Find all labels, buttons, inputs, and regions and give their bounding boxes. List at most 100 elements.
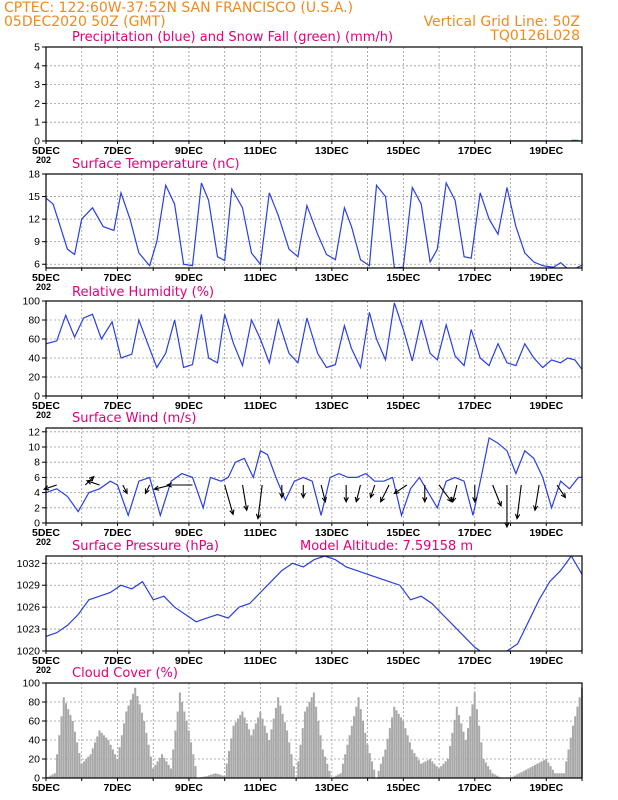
cloud-cover-bar — [109, 744, 112, 778]
cloud-cover-bar — [386, 738, 389, 778]
cloud-cover-bar — [100, 732, 103, 778]
cloud-cover-bar — [194, 766, 197, 778]
cloud-cover-bar — [464, 740, 467, 778]
cloud-cover-bar — [212, 773, 215, 778]
cloud-cover-bar — [143, 721, 146, 778]
cloud-cover-bar — [493, 774, 496, 778]
cloud-cover-bar — [96, 736, 99, 778]
cloud-cover-bar — [556, 773, 559, 778]
model-altitude: Model Altitude: 7.59158 m — [300, 539, 473, 554]
x-tick-label: 11DEC — [244, 782, 278, 794]
cloud-cover-bar — [522, 770, 525, 778]
cloud-cover-bar — [536, 763, 539, 778]
x-tick-label: 15DEC — [386, 272, 420, 284]
series-line-temperature — [46, 181, 582, 268]
cloud-cover-bar — [232, 725, 235, 778]
wind-vector-arrow — [343, 485, 349, 504]
x-tick-label: 13DEC — [315, 400, 349, 412]
panel-title: Surface Pressure (hPa) — [72, 539, 219, 554]
cloud-cover-bar — [362, 721, 365, 778]
cloud-cover-bar — [484, 762, 487, 778]
cloud-cover-bar — [478, 725, 481, 778]
y-tick-label: 1 — [34, 117, 40, 129]
cloud-cover-bar — [216, 773, 219, 778]
cloud-cover-bar — [183, 711, 186, 778]
x-tick-label: 9DEC — [175, 400, 203, 412]
panel-frame — [45, 555, 583, 652]
x-tick-label: 5DEC — [32, 655, 60, 667]
cloud-cover-bar — [129, 699, 132, 778]
panel-title: Precipitation (blue) and Snow Fall (gree… — [72, 30, 393, 45]
cloud-cover-bar — [321, 749, 324, 778]
cloud-cover-bar — [433, 763, 436, 778]
wind-vector-arrow — [166, 482, 193, 488]
cloud-cover-bar — [127, 705, 130, 778]
x-tick-label: 11DEC — [244, 272, 278, 284]
cloud-cover-bar — [230, 738, 233, 778]
cloud-cover-bar — [357, 697, 360, 778]
y-tick-label: 60 — [28, 716, 40, 728]
y-tick-label: 12 — [28, 426, 40, 438]
y-tick-label: 1023 — [17, 624, 41, 636]
cloud-cover-bar — [571, 725, 574, 778]
x-tick-label: 19DEC — [529, 145, 563, 157]
cloud-cover-bar — [268, 740, 271, 778]
wind-vector-arrow — [255, 484, 263, 520]
cloud-cover-bar — [248, 729, 251, 778]
cloud-cover-bar — [154, 764, 157, 778]
cloud-cover-bar — [107, 740, 110, 778]
y-tick-label: 80 — [28, 315, 40, 327]
cloud-cover-bar — [440, 766, 443, 778]
year-label-fragment: 202 — [36, 155, 51, 165]
cloud-cover-bar — [243, 717, 246, 778]
cloud-cover-bar — [317, 721, 320, 778]
cloud-cover-bar — [529, 767, 532, 778]
cloud-cover-bar — [460, 723, 463, 778]
panel-precip: 0 1 2 3 4 5 5DEC 7DEC 9DEC 11DEC 13DEC 15DEC 17DEC 19… — [32, 30, 583, 165]
cloud-cover-bar — [185, 721, 188, 778]
cloud-cover-bar — [455, 706, 458, 778]
x-tick-label: 9DEC — [175, 655, 203, 667]
year-label-fragment: 202 — [36, 537, 51, 547]
cloud-cover-bar — [551, 769, 554, 778]
cloud-cover-bar — [312, 692, 315, 778]
cloud-cover-bar — [565, 761, 568, 778]
cloud-cover-bar — [290, 754, 293, 778]
cloud-cover-bar — [192, 754, 195, 778]
cloud-cover-bar — [172, 749, 175, 778]
x-tick-label: 5DEC — [32, 400, 60, 412]
cloud-cover-bar — [116, 759, 119, 778]
x-tick-label: 13DEC — [315, 272, 349, 284]
wind-vector-arrow — [380, 484, 390, 503]
cloud-cover-bar — [560, 773, 563, 778]
x-tick-label: 9DEC — [175, 782, 203, 794]
x-tick-label: 17DEC — [458, 400, 492, 412]
cloud-cover-bar — [426, 760, 429, 778]
x-tick-label: 5DEC — [32, 527, 60, 539]
cloud-cover-bar — [236, 718, 239, 778]
cloud-cover-bar — [348, 735, 351, 778]
x-tick-label: 5DEC — [32, 272, 60, 284]
cloud-cover-bar — [569, 737, 572, 778]
cloud-cover-bar — [373, 769, 376, 778]
cloud-cover-bar — [473, 692, 476, 778]
cloud-cover-bar — [310, 697, 313, 778]
cloud-cover-bar — [408, 742, 411, 778]
cloud-cover-bar — [547, 762, 550, 778]
cloud-cover-bar — [496, 775, 499, 778]
panel-title: Surface Wind (m/s) — [72, 411, 196, 426]
cloud-cover-bar — [308, 702, 311, 778]
cloud-cover-bar — [359, 709, 362, 778]
cloud-cover-bar — [353, 716, 356, 778]
cloud-cover-bar — [339, 773, 342, 778]
wind-vector-arrow — [369, 484, 376, 499]
cloud-cover-bar — [205, 776, 208, 778]
y-tick-label: 0 — [34, 391, 40, 403]
cloud-cover-bar — [91, 748, 94, 778]
cloud-cover-bar — [261, 718, 264, 778]
cloud-cover-bar — [301, 728, 304, 778]
cloud-cover-bar — [469, 716, 472, 778]
x-tick-label: 19DEC — [529, 782, 563, 794]
cloud-cover-bar — [82, 761, 85, 778]
